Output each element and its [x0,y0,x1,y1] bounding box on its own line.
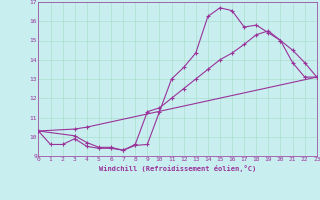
X-axis label: Windchill (Refroidissement éolien,°C): Windchill (Refroidissement éolien,°C) [99,165,256,172]
